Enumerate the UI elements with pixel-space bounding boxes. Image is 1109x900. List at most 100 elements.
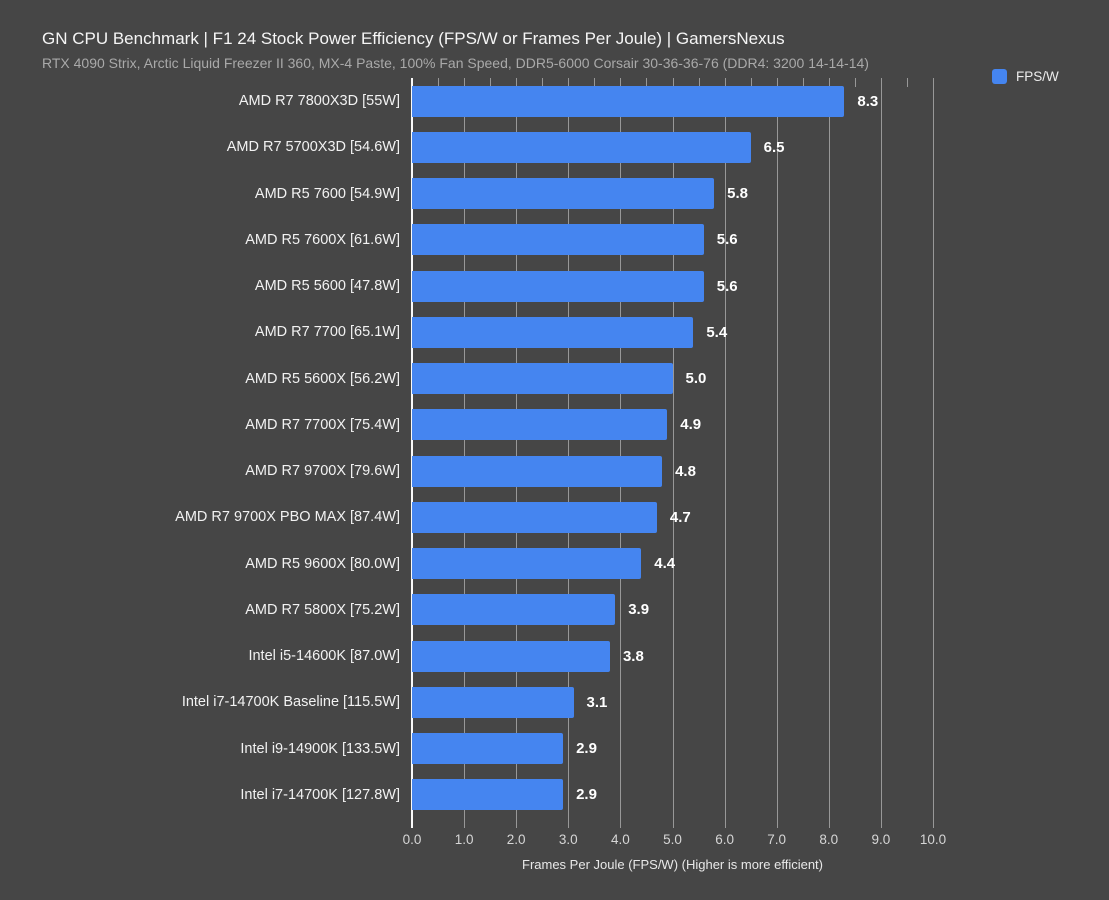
bar-row: 2.9 [412, 726, 933, 772]
value-label: 2.9 [576, 786, 597, 804]
minor-tick [490, 78, 492, 87]
gridline [724, 78, 726, 828]
category-row: Intel i9-14900K [133.5W] [0, 726, 406, 772]
value-label: 4.7 [669, 508, 691, 526]
minor-tick [750, 78, 752, 87]
x-tick-label: 8.0 [819, 832, 839, 847]
bar-row: 5.6 [412, 263, 933, 309]
minor-tick [906, 78, 908, 87]
category-row: AMD R5 9600X [80.0W] [0, 541, 406, 587]
fpsw-bar [412, 548, 642, 580]
minor-tick [542, 78, 544, 87]
x-tick-label: 1.0 [454, 832, 474, 847]
gridline [933, 78, 934, 828]
category-row: AMD R5 5600X [56.2W] [0, 356, 406, 402]
gridline [620, 78, 622, 828]
category-label: AMD R7 5700X3D [54.6W] [226, 139, 400, 156]
category-row: Intel i7-14700K [127.8W] [0, 772, 406, 818]
value-label: 4.9 [680, 416, 702, 434]
x-tick-label: 9.0 [871, 832, 891, 847]
category-label: AMD R5 7600 [54.9W] [254, 185, 400, 202]
value-label: 6.5 [763, 138, 785, 156]
bars-layer: 8.3 6.5 5.8 5.6 5.6 5.4 5.0 4.9 4.8 4.7 4.4 3.9 3.8 3… [412, 78, 933, 818]
category-label: AMD R7 9700X [79.6W] [245, 463, 400, 480]
gridline [464, 78, 466, 828]
category-label: AMD R7 9700X PBO MAX [87.4W] [175, 509, 400, 526]
value-label: 5.0 [685, 370, 707, 388]
value-label: 2.9 [576, 740, 597, 758]
value-label: 3.8 [622, 647, 644, 665]
bar-row: 4.8 [412, 448, 933, 494]
category-label: AMD R7 7800X3D [55W] [238, 93, 400, 110]
value-label: 5.4 [706, 323, 728, 341]
gridline [828, 78, 830, 828]
gridline [776, 78, 778, 828]
category-row: AMD R7 7700X [75.4W] [0, 402, 406, 448]
legend: FPS/W [992, 69, 1059, 84]
x-tick-label: 6.0 [715, 832, 734, 847]
bar-row: 5.4 [412, 309, 933, 355]
bar-row: 3.1 [412, 679, 933, 725]
chart-title: GN CPU Benchmark | F1 24 Stock Power Eff… [42, 29, 785, 48]
minor-tick [646, 78, 648, 87]
minor-tick [854, 78, 856, 87]
fpsw-bar [412, 686, 574, 718]
value-label: 5.6 [716, 277, 738, 295]
category-row: AMD R5 7600X [61.6W] [0, 217, 406, 263]
bar-row: 8.3 [412, 78, 933, 124]
category-label: AMD R5 7600X [61.6W] [245, 231, 400, 248]
minor-tick [438, 78, 440, 87]
minor-tick [802, 78, 804, 87]
fpsw-bar [412, 640, 610, 672]
fpsw-bar [412, 733, 564, 765]
category-row: AMD R5 5600 [47.8W] [0, 263, 406, 309]
legend-label: FPS/W [1016, 69, 1059, 84]
bar-row: 3.8 [412, 633, 933, 679]
category-row: AMD R7 5800X [75.2W] [0, 587, 406, 633]
category-row: AMD R7 7700 [65.1W] [0, 309, 406, 355]
category-label: Intel i7-14700K Baseline [115.5W] [181, 694, 400, 711]
fpsw-bar [412, 178, 715, 210]
bar-row: 4.7 [412, 494, 933, 540]
category-label: Intel i7-14700K [127.8W] [240, 786, 400, 803]
bar-row: 4.4 [412, 541, 933, 587]
bar-row: 5.6 [412, 217, 933, 263]
chart-subtitle: RTX 4090 Strix, Arctic Liquid Freezer II… [42, 55, 869, 71]
fpsw-bar [412, 409, 668, 441]
value-label: 3.9 [628, 601, 650, 619]
bar-row: 3.9 [412, 587, 933, 633]
fpsw-bar [412, 779, 564, 811]
x-tick-label: 0.0 [402, 832, 422, 847]
gridline [568, 78, 570, 828]
gridline [880, 78, 882, 828]
fpsw-bar [412, 224, 704, 256]
x-tick-label: 7.0 [767, 832, 787, 847]
value-label: 3.1 [586, 693, 608, 711]
x-tick-label: 10.0 [919, 832, 947, 847]
value-label: 4.4 [654, 555, 676, 573]
fpsw-bar [412, 501, 657, 533]
category-label: AMD R7 7700X [75.4W] [245, 416, 400, 433]
category-row: Intel i7-14700K Baseline [115.5W] [0, 679, 406, 725]
fpsw-bar [412, 594, 616, 626]
category-row: AMD R7 5700X3D [54.6W] [0, 124, 406, 170]
category-row: AMD R7 9700X [79.6W] [0, 448, 406, 494]
category-row: Intel i5-14600K [87.0W] [0, 633, 406, 679]
category-row: AMD R5 7600 [54.9W] [0, 171, 406, 217]
value-label: 5.6 [716, 231, 738, 249]
x-tick-label: 5.0 [663, 832, 682, 847]
category-label: Intel i9-14900K [133.5W] [240, 740, 400, 757]
fpsw-bar [412, 131, 751, 163]
bar-row: 5.0 [412, 356, 933, 402]
value-label: 5.8 [727, 185, 749, 203]
bar-row: 5.8 [412, 171, 933, 217]
category-label: AMD R7 5800X [75.2W] [245, 601, 400, 618]
fpsw-bar [412, 455, 663, 487]
category-label: AMD R5 5600 [47.8W] [254, 278, 400, 295]
fpsw-bar [412, 85, 845, 117]
x-axis-tick-labels: 0.0 1.0 2.0 3.0 4.0 5.0 6.0 7.0 8.0 9.0 10.0 [403, 832, 947, 850]
gridline [672, 78, 674, 828]
category-labels-column: AMD R7 7800X3D [55W] AMD R7 5700X3D [54.6… [0, 78, 406, 818]
value-label: 8.3 [857, 92, 879, 110]
minor-tick [698, 78, 700, 87]
